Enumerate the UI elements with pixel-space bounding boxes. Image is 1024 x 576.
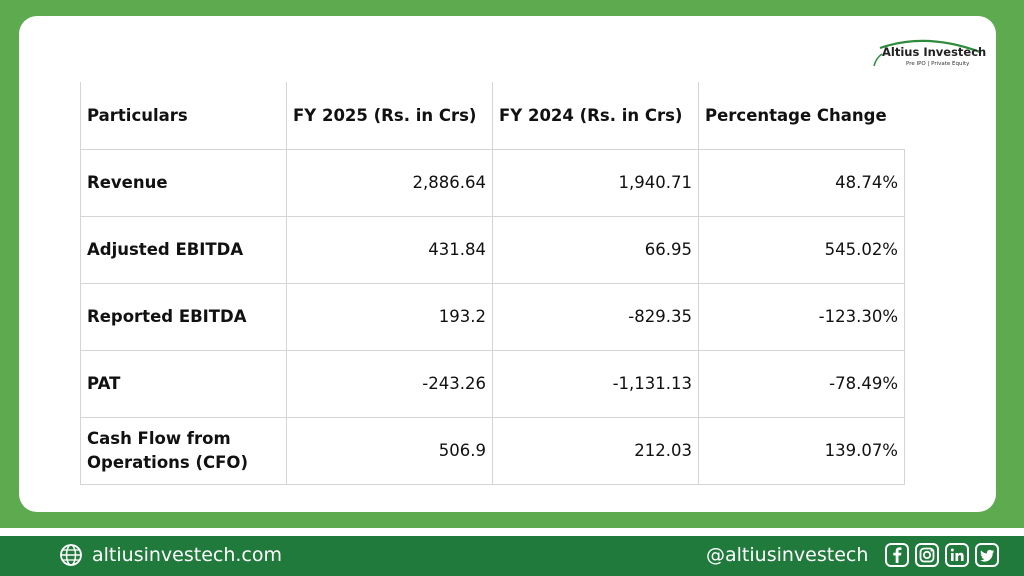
header-fy2024: FY 2024 (Rs. in Crs) (492, 82, 699, 150)
instagram-icon[interactable] (914, 542, 940, 568)
table-row: Revenue 2,886.64 1,940.71 48.74% (80, 148, 905, 217)
fy2024-value: -829.35 (492, 282, 699, 351)
fy2025-value: 506.9 (286, 416, 493, 485)
linkedin-icon[interactable] (944, 542, 970, 568)
header-fy2025: FY 2025 (Rs. in Crs) (286, 82, 493, 150)
footer-bar: altiusinvestech.com @altiusinvestech (0, 536, 1024, 576)
fy2025-value: 2,886.64 (286, 148, 493, 217)
header-percentage-change: Percentage Change (698, 82, 905, 150)
fy2025-value: 431.84 (286, 215, 493, 284)
table-row: Adjusted EBITDA 431.84 66.95 545.02% (80, 215, 905, 284)
logo-tagline: Pre IPO | Private Equity (906, 61, 970, 67)
twitter-icon[interactable] (974, 542, 1000, 568)
row-label: Adjusted EBITDA (80, 215, 287, 284)
table-row: PAT -243.26 -1,131.13 -78.49% (80, 349, 905, 418)
row-label: Revenue (80, 148, 287, 217)
logo-name: Altius Investech (882, 45, 987, 59)
fy2025-value: 193.2 (286, 282, 493, 351)
logo-swoosh-icon (873, 39, 981, 67)
brand-logo: Altius Investech Pre IPO | Private Equit… (866, 36, 986, 76)
row-label: Reported EBITDA (80, 282, 287, 351)
fy2024-value: -1,131.13 (492, 349, 699, 418)
fy2024-value: 66.95 (492, 215, 699, 284)
facebook-icon[interactable] (884, 542, 910, 568)
fy2025-value: -243.26 (286, 349, 493, 418)
globe-icon (60, 544, 82, 566)
row-label: PAT (80, 349, 287, 418)
percentage-change-value: 545.02% (698, 215, 905, 284)
row-label: Cash Flow from Operations (CFO) (80, 416, 287, 485)
percentage-change-value: 48.74% (698, 148, 905, 217)
fy2024-value: 212.03 (492, 416, 699, 485)
percentage-change-value: -123.30% (698, 282, 905, 351)
social-handle: @altiusinvestech (706, 544, 869, 566)
financial-table: Particulars FY 2025 (Rs. in Crs) FY 2024… (80, 82, 905, 485)
table-row: Cash Flow from Operations (CFO) 506.9 21… (80, 416, 905, 485)
header-particulars: Particulars (80, 82, 287, 150)
percentage-change-value: 139.07% (698, 416, 905, 485)
website-link[interactable]: altiusinvestech.com (92, 544, 282, 566)
fy2024-value: 1,940.71 (492, 148, 699, 217)
table-row: Reported EBITDA 193.2 -829.35 -123.30% (80, 282, 905, 351)
percentage-change-value: -78.49% (698, 349, 905, 418)
table-header-row: Particulars FY 2025 (Rs. in Crs) FY 2024… (80, 82, 905, 150)
